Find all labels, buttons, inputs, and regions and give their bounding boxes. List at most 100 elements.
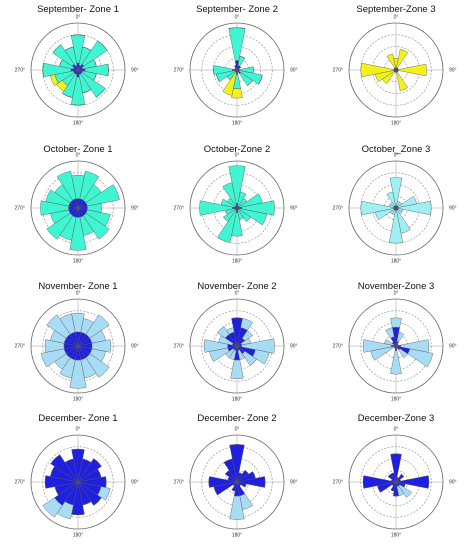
rose-wedge bbox=[50, 74, 59, 86]
angle-label: 90° bbox=[449, 343, 457, 349]
angle-label: 0° bbox=[76, 290, 81, 296]
rose-wedge bbox=[56, 170, 77, 201]
angle-label: 0° bbox=[235, 14, 240, 20]
rose-wedge bbox=[59, 313, 76, 335]
rose-wedge bbox=[224, 348, 235, 359]
angle-label: 0° bbox=[394, 14, 399, 20]
rose-wedge bbox=[225, 470, 230, 475]
rose-wedge bbox=[391, 479, 393, 482]
chart-title: September-Zone 3 bbox=[356, 4, 435, 15]
angle-label: 0° bbox=[235, 426, 240, 432]
rose-wedge bbox=[50, 454, 60, 464]
angle-label: 270° bbox=[333, 343, 343, 349]
rose-wedge bbox=[252, 349, 270, 365]
chart-title: November-Zone 3 bbox=[358, 281, 435, 292]
rose-wedge bbox=[218, 335, 234, 346]
angle-label: 270° bbox=[15, 479, 25, 485]
rose-wedge bbox=[54, 486, 59, 496]
rose-wedge bbox=[107, 64, 109, 76]
angle-label: 180° bbox=[232, 532, 242, 538]
rose-wedge bbox=[59, 59, 63, 67]
rose-wedge bbox=[228, 27, 246, 29]
chart-title: October- Zone 1 bbox=[43, 144, 112, 155]
rose-wedge bbox=[244, 470, 249, 475]
rose-wedge bbox=[396, 71, 409, 91]
rose-wedge bbox=[71, 34, 85, 36]
rose-wedge bbox=[97, 468, 102, 478]
rose-wedge bbox=[396, 49, 409, 69]
chart-title: October_Zone 3 bbox=[362, 144, 431, 155]
angle-label: 270° bbox=[174, 343, 184, 349]
angle-label: 270° bbox=[15, 67, 25, 73]
angle-label: 180° bbox=[73, 120, 83, 126]
angle-label: 90° bbox=[290, 479, 298, 485]
angle-label: 270° bbox=[333, 67, 343, 73]
rose-wedge bbox=[396, 485, 405, 497]
rose-wedge bbox=[82, 501, 92, 506]
angle-label: 90° bbox=[290, 343, 298, 349]
rose-wedge bbox=[64, 458, 74, 463]
angle-label: 0° bbox=[235, 152, 240, 158]
rose-wedge bbox=[386, 53, 396, 69]
angle-label: 180° bbox=[73, 532, 83, 538]
rose-wedge bbox=[390, 317, 402, 328]
angle-label: 0° bbox=[394, 426, 399, 432]
angle-label: 0° bbox=[76, 14, 81, 20]
rose-wedge bbox=[52, 44, 62, 54]
rose-wedge bbox=[50, 466, 55, 477]
angle-label: 90° bbox=[131, 343, 139, 349]
rose-wedge bbox=[399, 479, 401, 482]
angle-label: 90° bbox=[449, 479, 457, 485]
rose-wedge bbox=[56, 80, 68, 92]
chart-title: September- Zone 1 bbox=[37, 4, 119, 15]
rose-wedge bbox=[96, 88, 106, 98]
angle-label: 0° bbox=[76, 152, 81, 158]
angle-label: 0° bbox=[235, 290, 240, 296]
angle-label: 180° bbox=[73, 258, 83, 264]
rose-wedge bbox=[390, 350, 402, 375]
chart-title: November- Zone 1 bbox=[38, 281, 117, 292]
rose-wedge bbox=[226, 327, 235, 335]
rose-wedge bbox=[252, 471, 256, 479]
angle-label: 180° bbox=[391, 532, 401, 538]
rose-wedge bbox=[234, 67, 236, 69]
chart-title: October-Zone 2 bbox=[204, 144, 271, 155]
rose-wedge bbox=[237, 349, 246, 361]
angle-label: 180° bbox=[73, 396, 83, 402]
rose-wedge bbox=[386, 191, 396, 207]
rose-wedge bbox=[228, 27, 246, 62]
chart-title: December- Zone 2 bbox=[197, 413, 276, 424]
rose-wedge bbox=[397, 343, 399, 345]
rose-wedge bbox=[71, 448, 85, 450]
rose-wedge bbox=[390, 489, 395, 492]
angle-label: 180° bbox=[391, 258, 401, 264]
angle-label: 270° bbox=[333, 205, 343, 211]
rose-wedge bbox=[407, 348, 434, 368]
chart-title: December-Zone 3 bbox=[358, 413, 435, 424]
rose-wedge bbox=[428, 475, 430, 489]
angle-label: 270° bbox=[15, 205, 25, 211]
rose-wedge bbox=[222, 182, 237, 207]
angle-label: 180° bbox=[232, 396, 242, 402]
angle-label: 180° bbox=[232, 120, 242, 126]
chart-title: November- Zone 2 bbox=[197, 281, 276, 292]
rose-wedge bbox=[223, 458, 233, 463]
chart-title: December- Zone 1 bbox=[38, 413, 117, 424]
angle-label: 90° bbox=[449, 205, 457, 211]
rose-wedge bbox=[241, 338, 275, 354]
rose-wedge bbox=[229, 444, 245, 446]
rose-wedge bbox=[396, 477, 399, 479]
angle-label: 0° bbox=[394, 290, 399, 296]
rose-wedge bbox=[97, 486, 111, 501]
rose-wedge bbox=[384, 339, 395, 346]
angle-label: 90° bbox=[290, 67, 298, 73]
rose-wedge bbox=[44, 475, 46, 489]
angle-label: 180° bbox=[391, 120, 401, 126]
angle-label: 0° bbox=[394, 152, 399, 158]
angle-label: 270° bbox=[333, 479, 343, 485]
rose-wedge bbox=[385, 327, 395, 339]
rose-wedge bbox=[400, 339, 430, 353]
rose-wedge bbox=[230, 359, 244, 380]
rose-wedge bbox=[56, 501, 74, 520]
